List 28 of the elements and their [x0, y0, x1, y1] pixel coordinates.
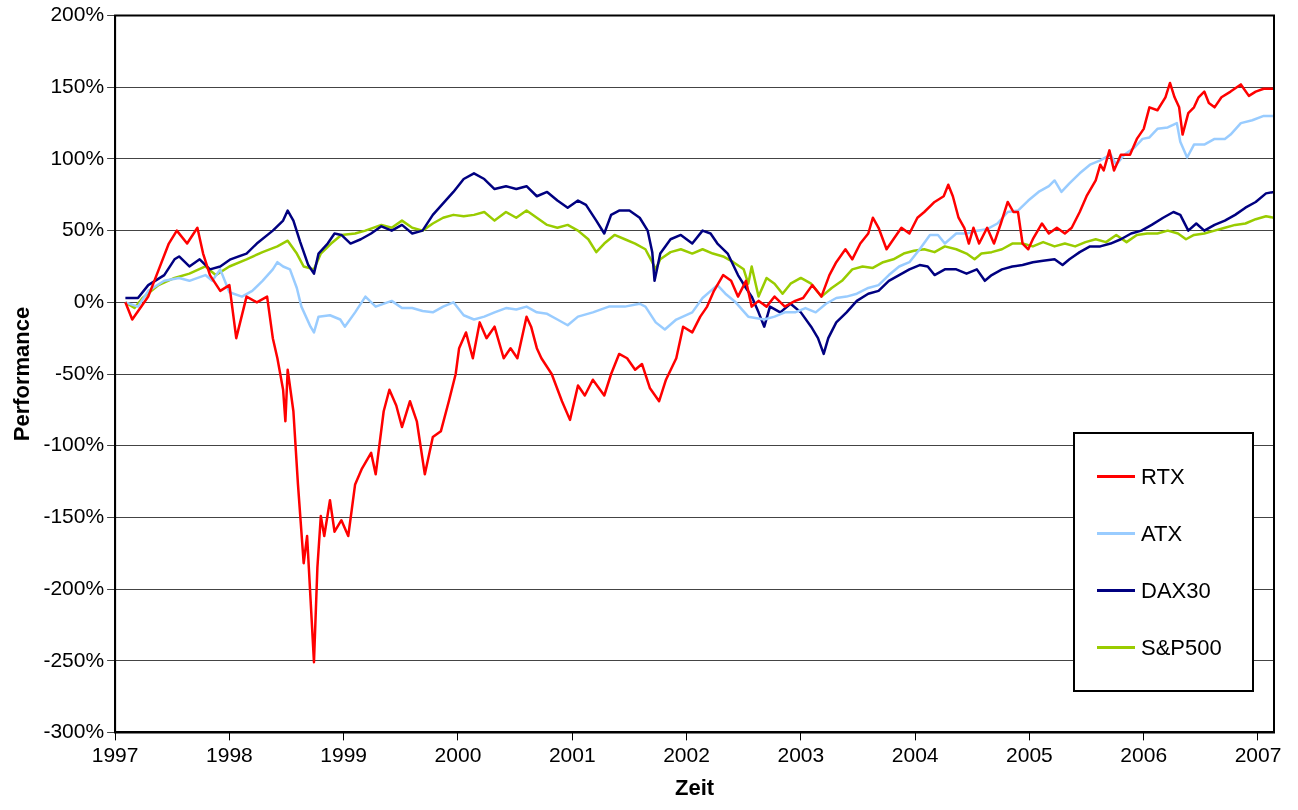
- y-tick-label: 100%: [50, 145, 105, 169]
- y-axis-title: Performance: [9, 306, 35, 442]
- legend-label: DAX30: [1141, 577, 1211, 604]
- y-tick-label: 150%: [50, 74, 105, 98]
- x-tick-label: 2007: [1234, 742, 1282, 766]
- y-tick-label: 50%: [62, 217, 105, 241]
- y-tick-label: -300%: [43, 719, 105, 743]
- x-tick-label: 2006: [1120, 742, 1168, 766]
- x-tick-label: 2001: [548, 742, 596, 766]
- y-tick-label: -50%: [55, 360, 105, 384]
- y-tick-label: -100%: [43, 432, 105, 456]
- x-tick-label: 2000: [434, 742, 482, 766]
- y-tick-label: 0%: [73, 289, 105, 313]
- x-tick-label: 2004: [891, 742, 939, 766]
- x-tick-label: 1997: [91, 742, 139, 766]
- x-tick-label: 2003: [777, 742, 825, 766]
- x-tick-label: 1998: [206, 742, 253, 766]
- x-tick-label: 1999: [320, 742, 368, 766]
- y-tick-label: -150%: [43, 504, 105, 528]
- y-tick-label: 200%: [50, 2, 105, 26]
- legend-label: RTX: [1141, 463, 1185, 490]
- y-tick-label: -200%: [43, 575, 105, 599]
- legend-label: S&P500: [1141, 634, 1222, 661]
- x-tick-label: 2002: [663, 742, 710, 766]
- y-tick-label: -250%: [43, 647, 105, 671]
- x-axis-title: Zeit: [674, 774, 715, 800]
- legend-label: ATX: [1141, 520, 1183, 547]
- x-tick-label: 2005: [1006, 742, 1053, 766]
